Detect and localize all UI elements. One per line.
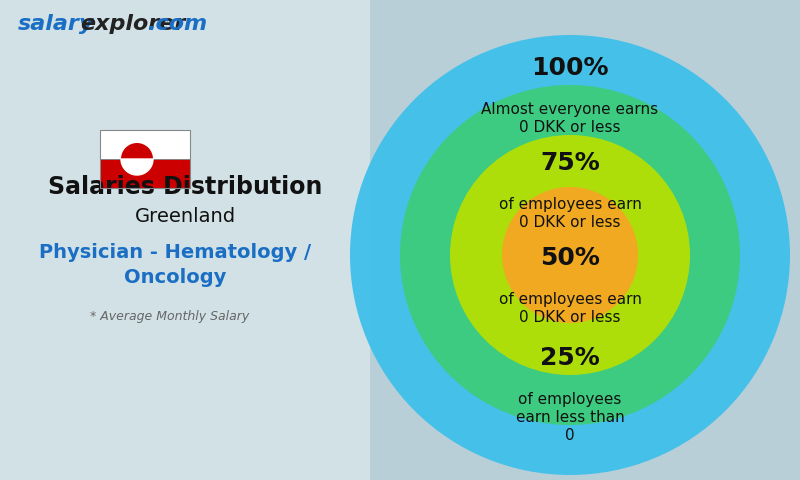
FancyBboxPatch shape [100,130,190,159]
Text: 100%: 100% [531,56,609,80]
Text: * Average Monthly Salary: * Average Monthly Salary [90,310,250,323]
Text: of employees: of employees [518,392,622,407]
Text: 75%: 75% [540,151,600,175]
Circle shape [350,35,790,475]
Text: 0 DKK or less: 0 DKK or less [519,120,621,135]
Circle shape [502,187,638,323]
Text: explorer: explorer [80,14,186,34]
Text: 50%: 50% [540,246,600,270]
Text: Physician - Hematology /: Physician - Hematology / [39,243,311,262]
Polygon shape [121,159,153,175]
Text: Salaries Distribution: Salaries Distribution [48,175,322,199]
Circle shape [450,135,690,375]
FancyBboxPatch shape [0,0,370,480]
Text: earn less than: earn less than [516,410,624,425]
Text: 0: 0 [565,428,575,443]
Text: Oncology: Oncology [124,268,226,287]
FancyBboxPatch shape [100,159,190,188]
Text: 0 DKK or less: 0 DKK or less [519,310,621,325]
Text: Greenland: Greenland [134,207,235,226]
Text: of employees earn: of employees earn [498,197,642,212]
Text: Almost everyone earns: Almost everyone earns [482,102,658,117]
Text: of employees earn: of employees earn [498,292,642,307]
Circle shape [121,143,153,175]
Text: .com: .com [148,14,208,34]
Text: 0 DKK or less: 0 DKK or less [519,215,621,230]
Circle shape [400,85,740,425]
Text: 25%: 25% [540,346,600,370]
Text: salary: salary [18,14,94,34]
